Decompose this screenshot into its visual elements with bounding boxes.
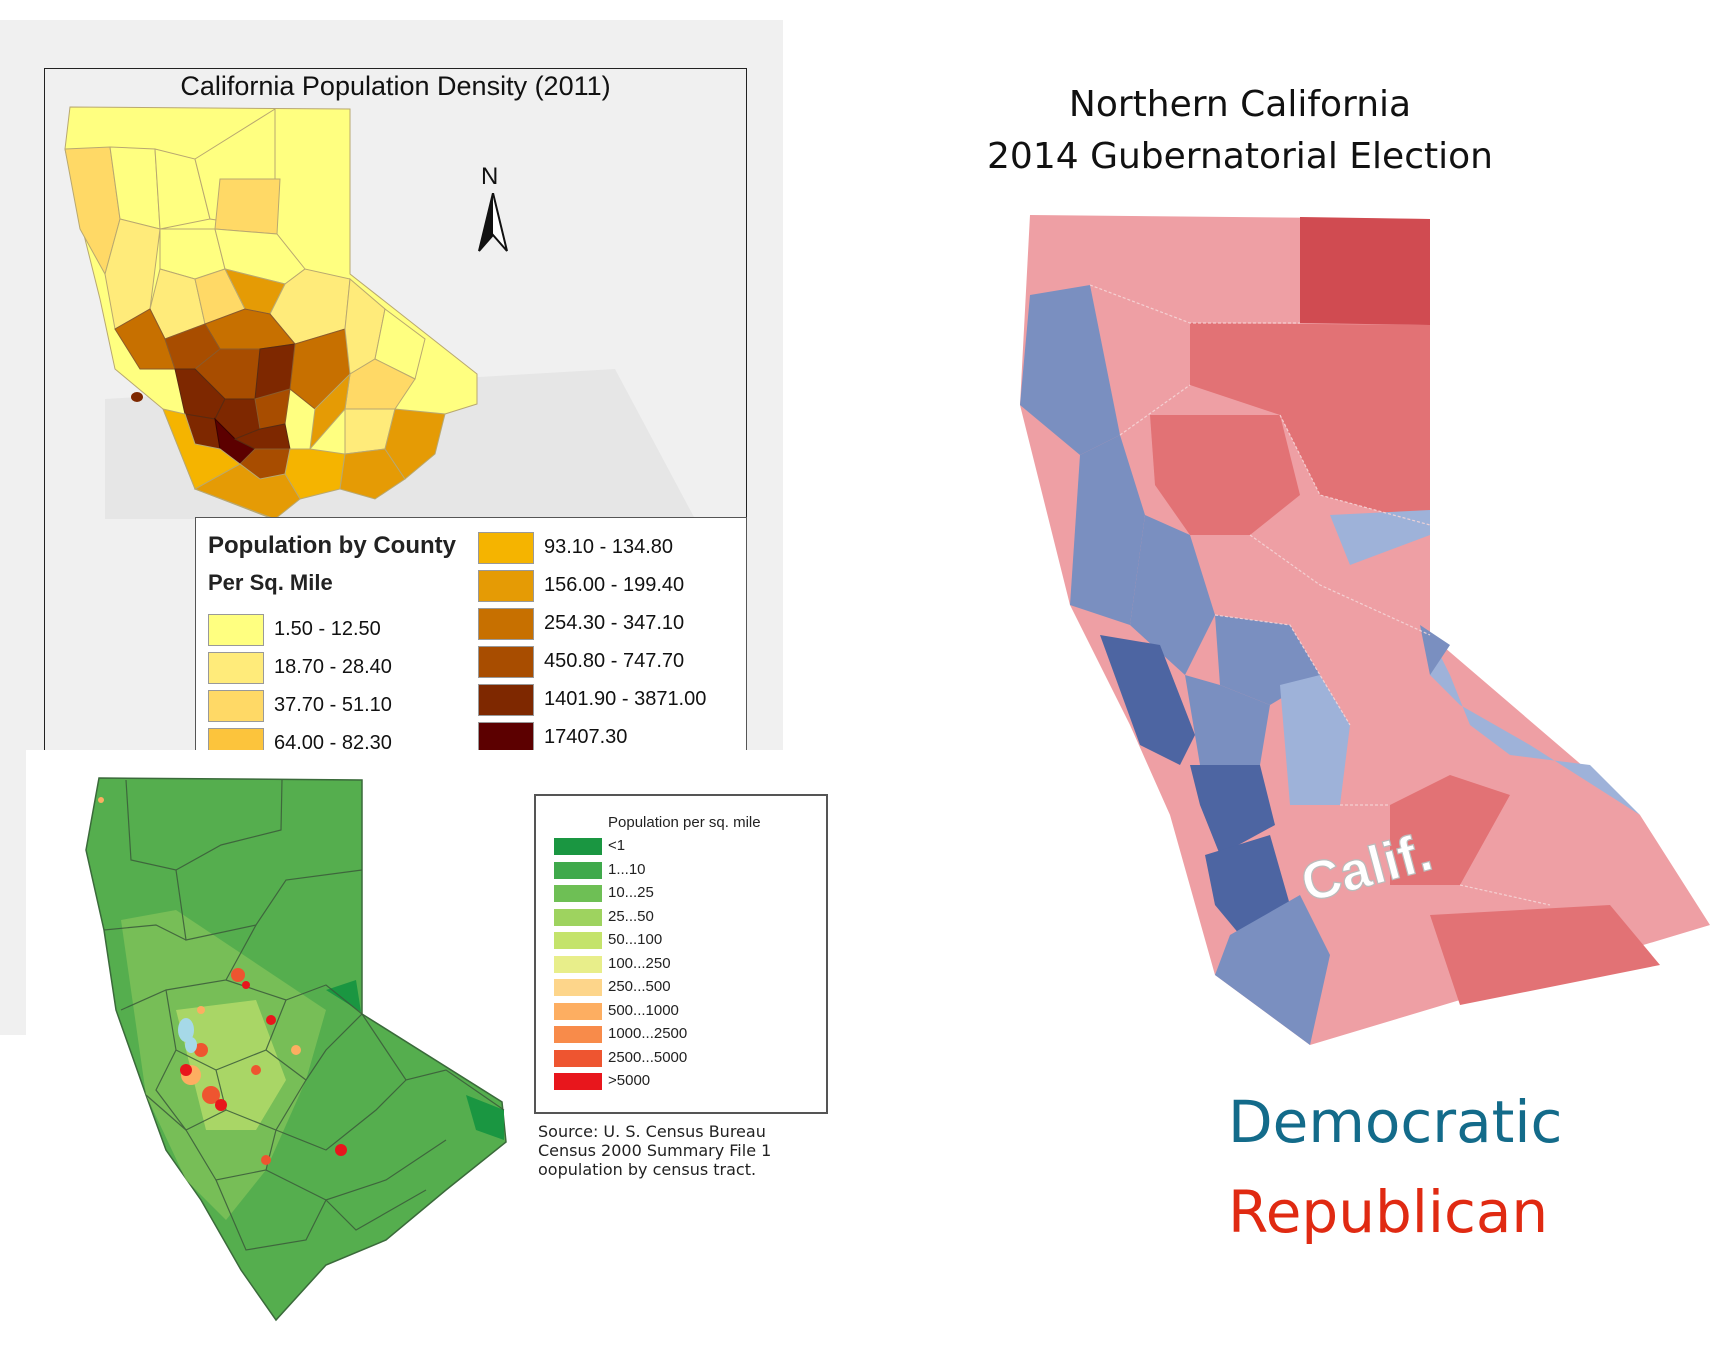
- census-legend: Population per sq. mile <1 1...10 10...25 2…: [534, 794, 828, 1114]
- census-legend-swatch: [554, 979, 602, 996]
- density-legend-swatch: [478, 646, 534, 678]
- census-legend-swatch: [554, 838, 602, 855]
- density-legend-label: 17407.30: [544, 726, 628, 748]
- density-map-frame: California Population Density (2011): [44, 68, 747, 778]
- census-source-note: Source: U. S. Census Bureau Census 2000 …: [538, 1122, 771, 1179]
- democratic-legend-label: Democratic: [1228, 1088, 1563, 1156]
- density-map-graphic: [64, 106, 695, 519]
- legend-subheading: Per Sq. Mile: [208, 570, 333, 595]
- density-legend-swatch: [478, 722, 534, 754]
- census-legend-title: Population per sq. mile: [608, 814, 761, 831]
- density-legend-label: 37.70 - 51.10: [274, 694, 392, 716]
- election-title-line2: 2014 Gubernatorial Election: [987, 136, 1493, 177]
- census-legend-swatch: [554, 1026, 602, 1043]
- census-legend-swatch: [554, 861, 602, 879]
- density-legend-label: 18.70 - 28.40: [274, 656, 392, 678]
- density-legend-label: 254.30 - 347.10: [544, 612, 685, 634]
- north-label: N: [481, 163, 499, 190]
- census-legend-label: 25...50: [608, 907, 654, 925]
- density-legend-label: 64.00 - 82.30: [274, 732, 392, 754]
- census-legend-label: 2500...5000: [608, 1048, 688, 1066]
- census-legend-label: 100...250: [608, 954, 671, 972]
- density-legend-swatch: [478, 608, 534, 640]
- source-line-1: Source: U. S. Census Bureau: [538, 1122, 766, 1141]
- census-legend-swatch: [554, 1002, 602, 1020]
- census-legend-label: 1...10: [608, 860, 646, 878]
- density-legend-label: 450.80 - 747.70: [544, 650, 685, 672]
- census-legend-swatch: [554, 955, 602, 973]
- census-legend-swatch: [554, 908, 602, 926]
- density-legend-label: 1.50 - 12.50: [274, 618, 381, 640]
- census-legend-swatch: [554, 885, 602, 902]
- density-legend-swatch: [478, 570, 534, 602]
- density-legend-swatch: [478, 684, 534, 716]
- census-legend-label: 500...1000: [608, 1001, 679, 1019]
- election-title-line1: Northern California: [1068, 84, 1412, 125]
- census-legend-swatch: [554, 1073, 602, 1090]
- density-legend-swatch: [208, 614, 264, 646]
- density-legend-label: 156.00 - 199.40: [544, 574, 685, 596]
- census-legend-label: <1: [608, 837, 626, 854]
- census-legend-swatch: [554, 1049, 602, 1067]
- census-legend-swatch: [554, 932, 602, 949]
- census-legend-label: 1000...2500: [608, 1025, 688, 1042]
- census-legend-label: 50...100: [608, 931, 663, 948]
- density-legend-label: 1401.90 - 3871.00: [544, 688, 707, 710]
- density-map-title: California Population Density (2011): [180, 71, 611, 101]
- republican-legend-label: Republican: [1228, 1178, 1549, 1246]
- census-legend-label: 250...500: [608, 978, 671, 995]
- election-map-graphic: Calif.: [1020, 215, 1710, 1045]
- census-map-graphic: [85, 777, 507, 1322]
- census-legend-label: 10...25: [608, 884, 654, 901]
- density-legend-swatch: [478, 532, 534, 564]
- census-map-panel: Population per sq. mile <1 1...10 10...25 2…: [26, 750, 828, 1350]
- census-legend-label: >5000: [608, 1072, 651, 1089]
- legend-heading: Population by County: [208, 532, 456, 559]
- source-line-2: Census 2000 Summary File 1: [538, 1141, 772, 1160]
- density-legend-swatch: [208, 690, 264, 722]
- north-arrow-icon: [478, 193, 508, 252]
- density-legend-label: 93.10 - 134.80: [544, 536, 673, 558]
- density-legend: Population by County Per Sq. Mile 1.50 -…: [195, 517, 747, 778]
- density-map-panel: California Population Density (2011): [0, 20, 783, 1035]
- source-line-3: oopulation by census tract.: [538, 1160, 757, 1179]
- urban-density-spots: [98, 797, 347, 1165]
- density-legend-swatch: [208, 652, 264, 684]
